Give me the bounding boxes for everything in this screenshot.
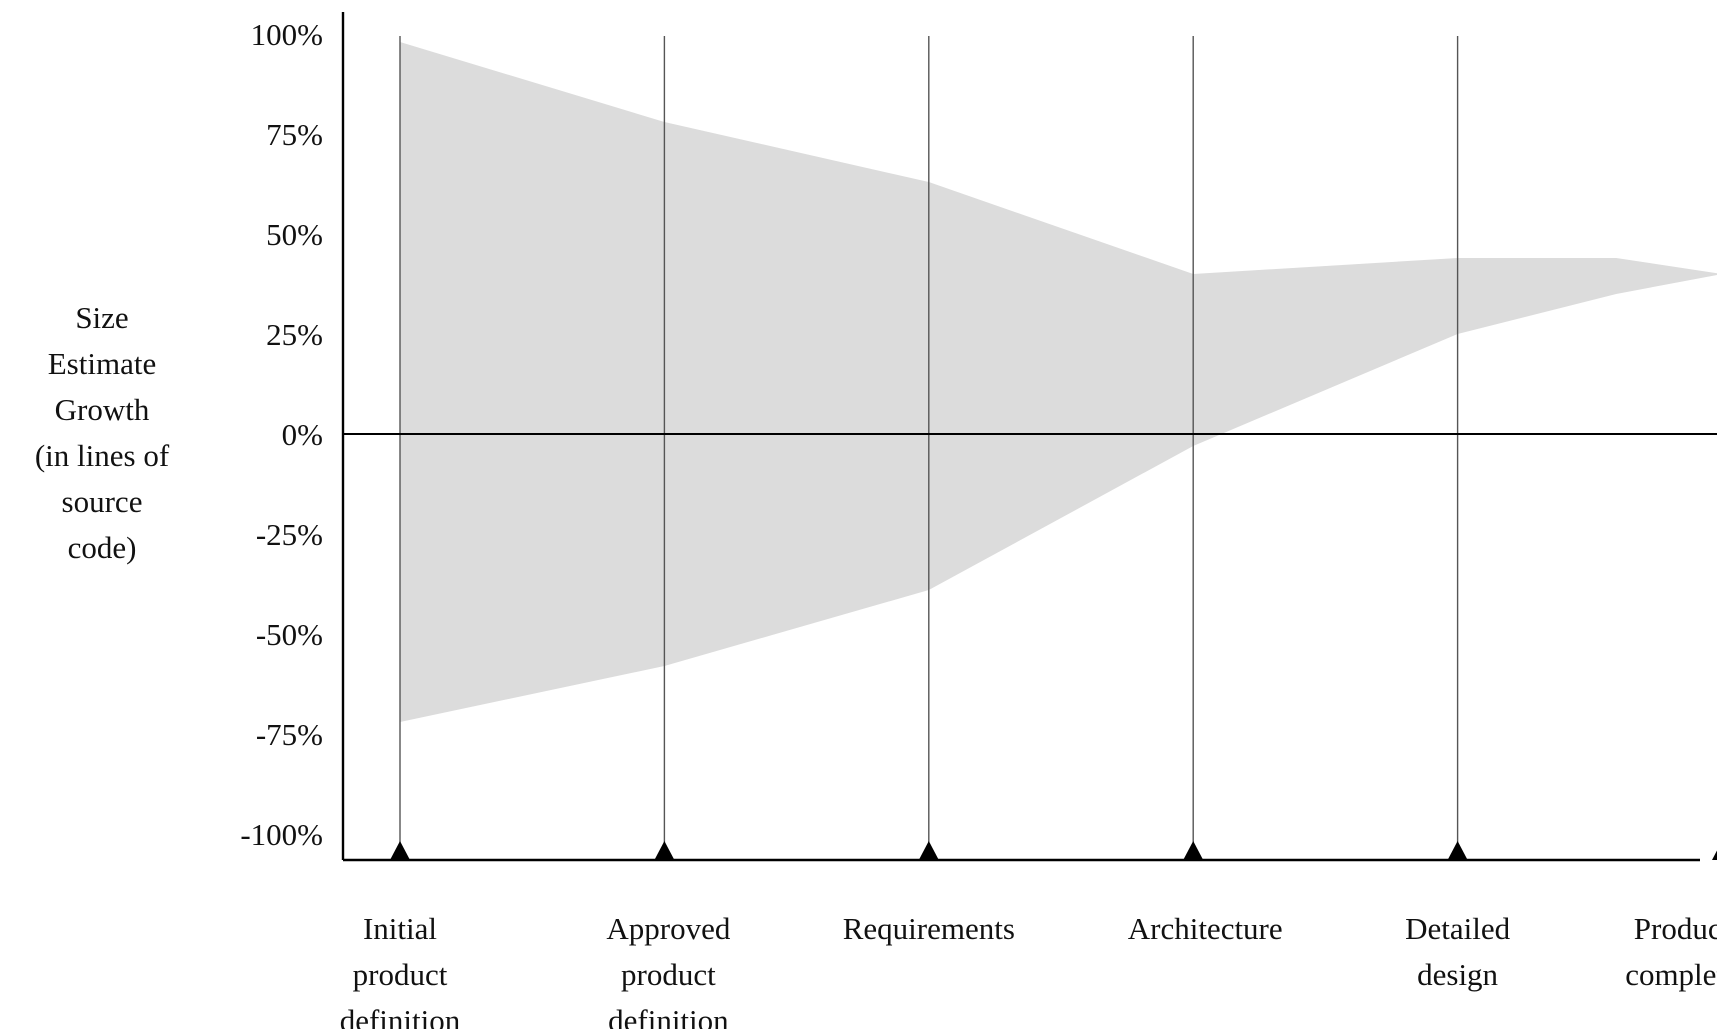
category-label-5: Product (1634, 911, 1717, 946)
y-tick-label: -50% (256, 617, 323, 652)
y-axis-label-line: Growth (55, 392, 150, 427)
category-label-0: definition (340, 1003, 461, 1029)
axes-layer (341, 12, 1717, 862)
milestone-marker-2 (918, 841, 939, 860)
y-axis-label-line: code) (68, 530, 137, 565)
y-tick-label: -100% (240, 817, 323, 852)
y-tick-label: -75% (256, 717, 323, 752)
y-axis-label-line: Size (75, 300, 128, 335)
y-axis-label-line: Estimate (48, 346, 156, 381)
category-label-1: product (621, 957, 716, 992)
category-label-1: definition (608, 1003, 729, 1029)
y-axis-label: Size Estimate Growth (in lines of source code… (35, 300, 170, 565)
category-labels: Initial product definition Approved product d… (340, 911, 1717, 1029)
milestone-marker-3 (1183, 841, 1204, 860)
category-label-5: complete (1625, 957, 1717, 992)
y-tick-label: -25% (256, 517, 323, 552)
milestone-marker-1 (654, 841, 675, 860)
y-axis-label-line: source (62, 484, 143, 519)
milestone-lines-layer (390, 36, 1717, 860)
category-label-1: Approved (606, 911, 730, 946)
y-tick-label: 100% (251, 17, 323, 52)
y-tick-label: 25% (266, 317, 323, 352)
milestone-marker-5 (1712, 850, 1717, 860)
category-label-0: product (353, 957, 448, 992)
category-label-0: Initial (363, 911, 437, 946)
estimate-range-band (400, 42, 1717, 722)
category-label-2: Requirements (843, 911, 1015, 946)
milestone-marker-0 (390, 841, 410, 860)
category-label-4: Detailed (1405, 911, 1511, 946)
y-tick-label: 50% (266, 217, 323, 252)
milestone-marker-4 (1447, 841, 1468, 860)
y-axis-label-line: (in lines of (35, 438, 170, 473)
y-tick-labels: 100% 75% 50% 25% 0% -25% -50% -75% -100% (240, 17, 323, 852)
y-tick-label: 0% (282, 417, 323, 452)
y-tick-label: 75% (266, 117, 323, 152)
category-label-4: design (1417, 957, 1498, 992)
estimate-band-layer (400, 42, 1717, 722)
category-label-3: Architecture (1128, 911, 1283, 946)
